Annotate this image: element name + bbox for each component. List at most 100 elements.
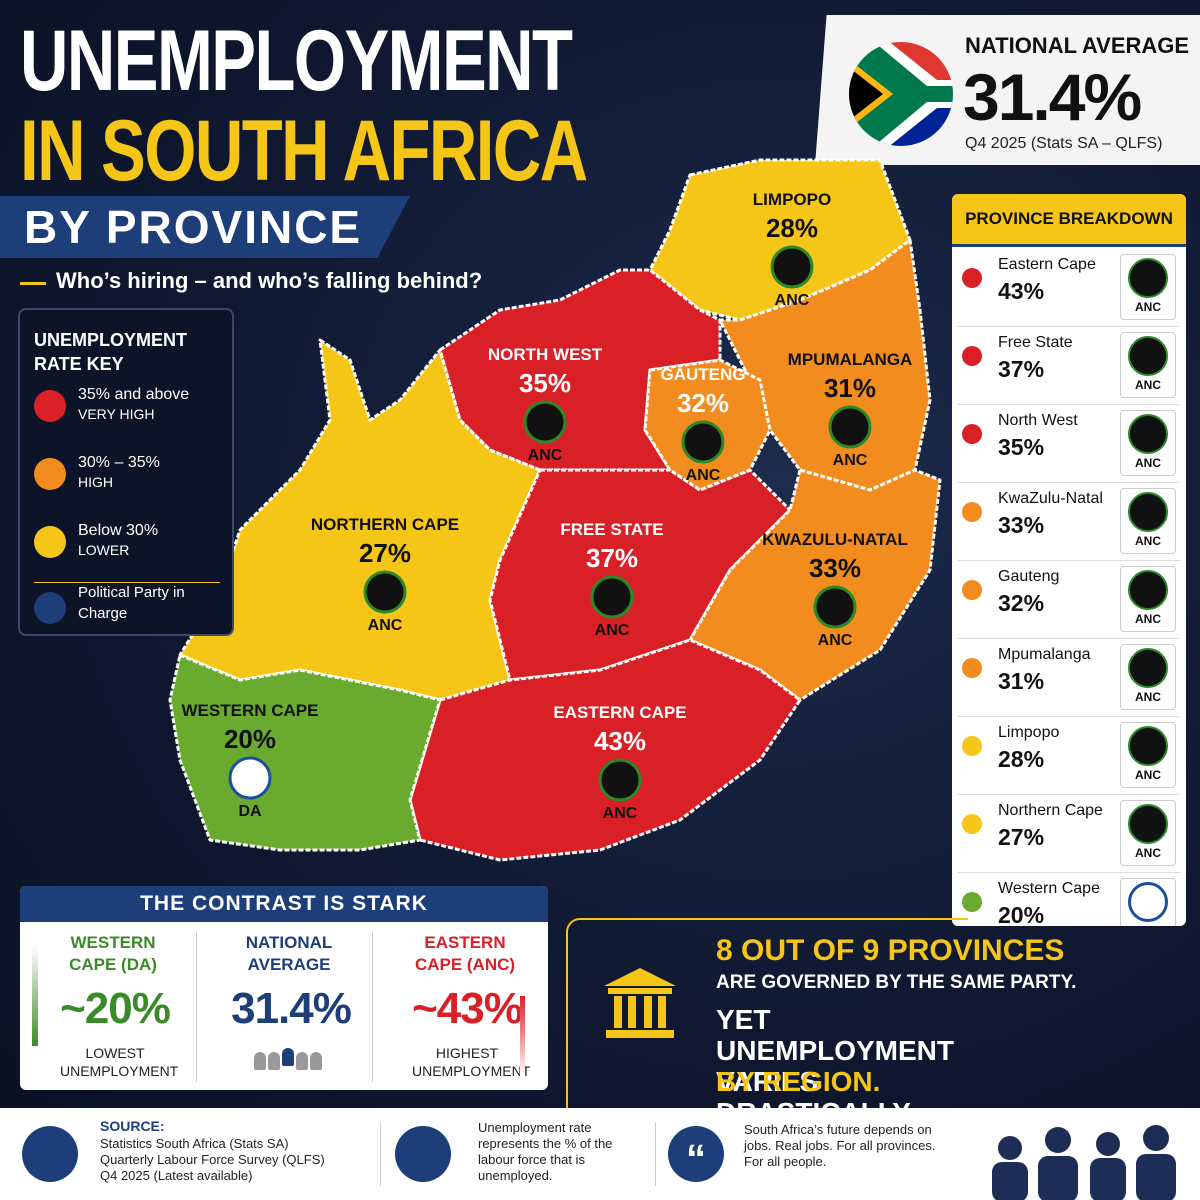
legend-swatch bbox=[34, 390, 66, 422]
party-name: ANC bbox=[603, 805, 638, 822]
callout-line: ARE GOVERNED BY THE SAME PARTY. bbox=[716, 972, 1077, 993]
legend-swatch bbox=[34, 458, 66, 490]
rate-dot bbox=[962, 502, 982, 522]
province-name: Gauteng bbox=[998, 568, 1060, 585]
row-divider bbox=[958, 482, 1180, 483]
chart-icon bbox=[22, 1126, 78, 1182]
column-value: ~20% bbox=[60, 984, 171, 1033]
province-rate: 31% bbox=[824, 373, 876, 403]
row-divider bbox=[958, 638, 1180, 639]
party-badge bbox=[1128, 882, 1168, 922]
value: 31.4% bbox=[963, 60, 1142, 134]
row-divider bbox=[958, 560, 1180, 561]
province-name: EASTERN CAPE bbox=[553, 703, 686, 722]
people-icon bbox=[254, 1052, 266, 1070]
province-rate: 20% bbox=[998, 902, 1045, 926]
rate-dot bbox=[962, 814, 982, 834]
column-value: 31.4% bbox=[231, 984, 352, 1033]
province-name: North West bbox=[998, 412, 1078, 429]
province-rate: 43% bbox=[998, 278, 1045, 304]
dash bbox=[20, 282, 46, 285]
legend-title: UNEMPLOYMENT RATE KEY bbox=[34, 330, 187, 374]
party-label: Political Party in Charge bbox=[78, 584, 185, 622]
legend-sub: LOWER bbox=[78, 542, 130, 558]
province-name: WESTERN CAPE bbox=[182, 701, 319, 720]
govt-icon bbox=[604, 968, 676, 1038]
party-badge bbox=[1128, 804, 1168, 844]
flag bbox=[849, 42, 953, 146]
rate-dot bbox=[962, 580, 982, 600]
party-name: ANC bbox=[1135, 612, 1161, 626]
party-badge bbox=[1128, 492, 1168, 532]
province-rate: 33% bbox=[809, 553, 861, 583]
province-rate: 33% bbox=[998, 512, 1045, 538]
legend-label: 30% – 35% bbox=[78, 454, 160, 471]
callout: 8 OUT OF 9 PROVINCES ARE GOVERNED BY THE… bbox=[566, 918, 1076, 1128]
row-divider bbox=[958, 404, 1180, 405]
tagline: Who’s hiring – and who’s falling behind? bbox=[56, 268, 483, 293]
province-name: Eastern Cape bbox=[998, 256, 1096, 273]
party-name: ANC bbox=[1135, 456, 1161, 470]
party-name: ANC bbox=[1135, 300, 1161, 314]
map: LIMPOPO 28% ANC MPUMALANGA 31% ANC NORTH WEST 3… bbox=[168, 158, 942, 862]
province-name: KwaZulu-Natal bbox=[998, 490, 1103, 507]
party-logo bbox=[828, 405, 872, 449]
province-name: GAUTENG bbox=[661, 365, 746, 384]
label: NATIONAL AVERAGE bbox=[965, 33, 1190, 58]
party-icon bbox=[34, 592, 66, 624]
party-name: ANC bbox=[1135, 846, 1161, 860]
rate-dot bbox=[962, 658, 982, 678]
title: IN SOUTH AFRICA bbox=[20, 103, 588, 199]
calendar-icon bbox=[395, 1126, 451, 1182]
party-name: ANC bbox=[528, 447, 563, 464]
party-logo bbox=[681, 420, 725, 464]
province-rate: 27% bbox=[998, 824, 1045, 850]
legend-label: 35% and above bbox=[78, 386, 190, 403]
party-name: ANC bbox=[368, 617, 403, 634]
legend-sub: HIGH bbox=[78, 474, 113, 490]
definition: Unemployment rate represents the % of th… bbox=[478, 1120, 613, 1183]
party-badge bbox=[1128, 570, 1168, 610]
party-logo bbox=[598, 758, 642, 802]
province-name: Limpopo bbox=[998, 724, 1060, 741]
arrow-down bbox=[32, 946, 38, 1046]
party-name: DA bbox=[1120, 924, 1176, 926]
source-lines: Statistics South Africa (Stats SA) Quarte… bbox=[100, 1136, 325, 1184]
column-divider bbox=[372, 932, 373, 1082]
people-silhouette bbox=[992, 1125, 1176, 1200]
province-rate: 35% bbox=[519, 368, 571, 398]
province-rate: 28% bbox=[998, 746, 1045, 772]
province-name: NORTHERN CAPE bbox=[311, 515, 459, 534]
province-rate: 27% bbox=[359, 538, 411, 568]
quote-icon: “ bbox=[668, 1126, 724, 1182]
column-title: WESTERN CAPE (DA) bbox=[69, 933, 157, 974]
province-rate: 37% bbox=[998, 356, 1045, 382]
province bbox=[688, 468, 942, 702]
divider bbox=[655, 1122, 656, 1186]
people-icon bbox=[296, 1052, 308, 1070]
column-divider bbox=[196, 932, 197, 1082]
party-name: ANC bbox=[775, 292, 810, 309]
people-icon bbox=[310, 1052, 322, 1070]
province bbox=[438, 268, 722, 472]
province-name: LIMPOPO bbox=[753, 190, 831, 209]
subtitle: BY PROVINCE bbox=[0, 196, 410, 258]
province-name: Northern Cape bbox=[998, 802, 1103, 819]
rate-dot bbox=[962, 892, 982, 912]
province-name: KWAZULU-NATAL bbox=[762, 530, 908, 549]
province-rate: 43% bbox=[594, 726, 646, 756]
party-badge bbox=[1128, 726, 1168, 766]
badge-box bbox=[1120, 332, 1176, 398]
badge-box bbox=[1120, 722, 1176, 788]
column-caption: HIGHEST UNEMPLOYMENT bbox=[412, 1045, 531, 1079]
party-logo bbox=[523, 400, 567, 444]
party-badge bbox=[1128, 258, 1168, 298]
callout-line: 8 OUT OF 9 PROVINCES bbox=[716, 934, 1065, 967]
party-name: ANC bbox=[1135, 378, 1161, 392]
quote: South Africa’s future depends on jobs. R… bbox=[744, 1122, 936, 1169]
people-icon bbox=[268, 1052, 280, 1070]
source-title: SOURCE: bbox=[100, 1118, 165, 1134]
row-divider bbox=[958, 794, 1180, 795]
